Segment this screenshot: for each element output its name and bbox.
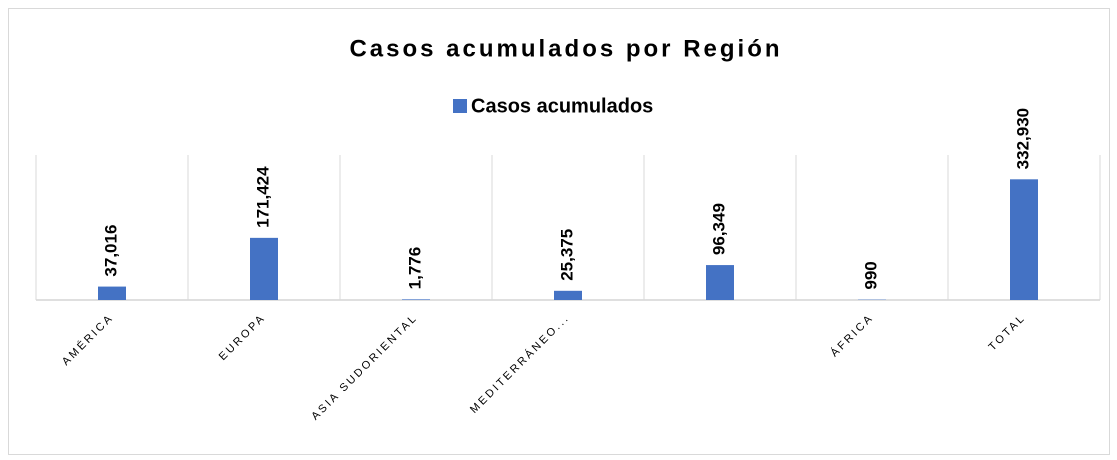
data-label: 96,349: [709, 203, 728, 255]
bar: [98, 286, 126, 300]
data-label: 1,776: [405, 247, 424, 290]
data-label: 332,930: [1013, 108, 1032, 169]
data-label: 171,424: [253, 166, 272, 228]
data-label: 37,016: [101, 225, 120, 277]
chart-title: Casos acumulados por Región: [349, 35, 782, 62]
data-label: 25,375: [557, 229, 576, 281]
data-label: 990: [861, 261, 880, 289]
chart-border: [8, 8, 1110, 455]
bar: [554, 290, 582, 300]
legend-label: Casos acumulados: [471, 95, 653, 117]
legend-swatch: [453, 99, 467, 113]
bar: [402, 299, 430, 300]
bar: [1010, 179, 1038, 300]
bar: [250, 237, 278, 300]
bar: [706, 265, 734, 300]
